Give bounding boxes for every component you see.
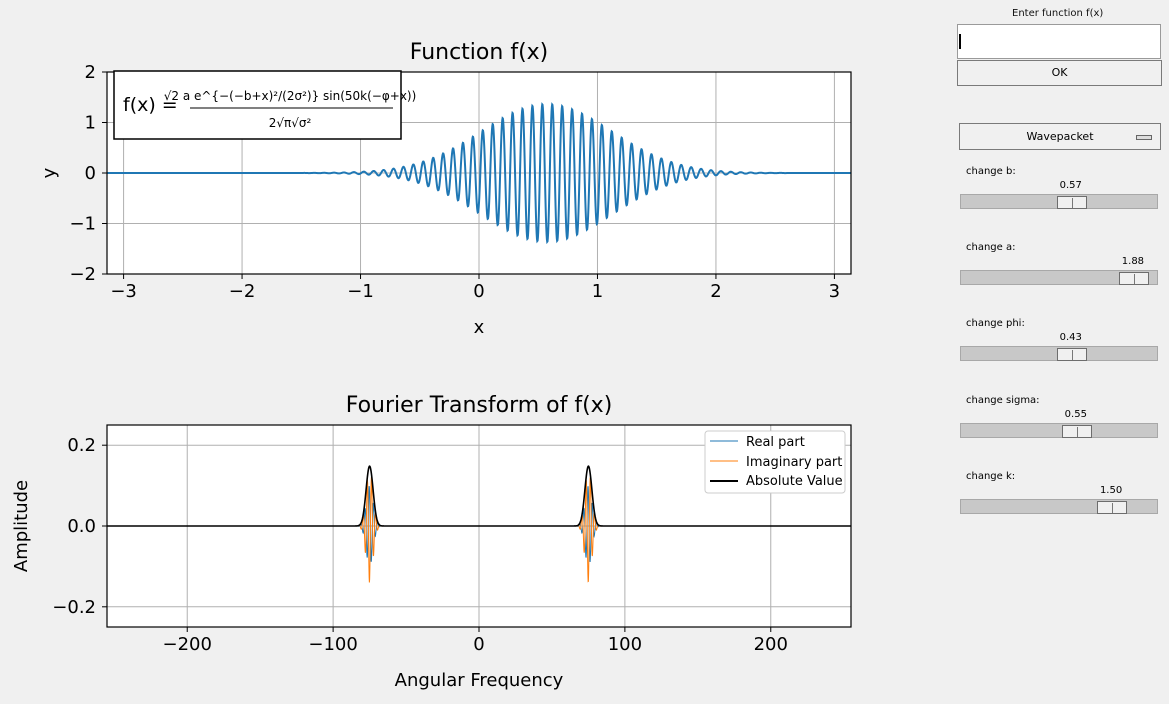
slider-b-value: 0.57 bbox=[1059, 180, 1082, 191]
slider-k-trough[interactable] bbox=[960, 499, 1158, 514]
formula-prefix: f(x) = bbox=[123, 94, 178, 116]
slider-a: change a: 1.88 bbox=[959, 242, 1159, 302]
fourier-plot-xlabel: Angular Frequency bbox=[395, 670, 564, 691]
plot-area: −3 −2 −1 0 1 2 3 2 1 0 −1 −2 Function f(x) x y f(x)… bbox=[11, 40, 852, 691]
slider-sigma-value: 0.55 bbox=[1064, 409, 1087, 420]
legend-imaginary-label: Imaginary part bbox=[746, 455, 842, 470]
fourier-plot-xtick-label: −100 bbox=[308, 634, 357, 655]
slider-k-label: change k: bbox=[966, 471, 1016, 482]
function-plot-xlabel: x bbox=[474, 317, 485, 338]
dropdown-indicator-icon bbox=[1136, 135, 1152, 140]
absolute-value-line bbox=[107, 465, 851, 527]
slider-a-thumb[interactable] bbox=[1118, 272, 1149, 285]
mode-dropdown-value: Wavepacket bbox=[1026, 130, 1094, 143]
control-panel: Enter function f(x) OK Wavepacket change… bbox=[940, 0, 1169, 700]
slider-k: change k: 1.50 bbox=[959, 471, 1159, 531]
function-plot-xtick-label: 3 bbox=[829, 281, 840, 302]
slider-phi-thumb[interactable] bbox=[1056, 348, 1087, 361]
fourier-plot-ylabel: Amplitude bbox=[11, 480, 32, 572]
fourier-plot-frame bbox=[106, 424, 852, 628]
function-plot-frame bbox=[106, 71, 852, 275]
fourier-plot-xtick-label: 100 bbox=[608, 634, 642, 655]
slider-b-label: change b: bbox=[966, 166, 1016, 177]
slider-phi-trough[interactable] bbox=[960, 346, 1158, 361]
function-line bbox=[107, 102, 851, 245]
figure-canvas: −3 −2 −1 0 1 2 3 2 1 0 −1 −2 Function f(x) x y f(x)… bbox=[11, 40, 852, 691]
function-plot-ytick-label: 0 bbox=[85, 163, 96, 184]
slider-a-trough[interactable] bbox=[960, 270, 1158, 285]
ok-button[interactable]: OK bbox=[957, 60, 1162, 86]
function-plot-ytick-label: −2 bbox=[69, 264, 96, 285]
fourier-plot-xtick-label: 0 bbox=[473, 634, 484, 655]
legend-absolute-label: Absolute Value bbox=[746, 474, 843, 489]
slider-sigma-thumb[interactable] bbox=[1061, 425, 1092, 438]
function-input[interactable] bbox=[957, 24, 1161, 59]
slider-b-trough[interactable] bbox=[960, 194, 1158, 209]
formula-denominator: 2√π√σ² bbox=[269, 116, 312, 130]
fourier-plot-title: Fourier Transform of f(x) bbox=[346, 393, 613, 418]
slider-a-label: change a: bbox=[966, 242, 1016, 253]
fourier-plot-ytick-label: 0.0 bbox=[67, 516, 96, 537]
slider-sigma-trough[interactable] bbox=[960, 423, 1158, 438]
fourier-plot-xtick-label: 200 bbox=[754, 634, 788, 655]
fourier-legend: Real part Imaginary part Absolute Value bbox=[704, 430, 846, 494]
slider-b-thumb[interactable] bbox=[1056, 196, 1087, 209]
text-caret bbox=[959, 34, 961, 49]
function-plot-xtick-label: −3 bbox=[110, 281, 137, 302]
fourier-plot: −200 −100 0 100 200 0.2 0.0 −0.2 Fourier Transf… bbox=[11, 393, 852, 691]
slider-k-value: 1.50 bbox=[1099, 485, 1123, 496]
slider-b: change b: 0.57 bbox=[959, 166, 1159, 226]
slider-sigma: change sigma: 0.55 bbox=[959, 395, 1159, 455]
slider-sigma-label: change sigma: bbox=[966, 395, 1040, 406]
fourier-plot-ytick-label: 0.2 bbox=[67, 435, 96, 456]
slider-phi: change phi: 0.43 bbox=[959, 318, 1159, 378]
slider-k-thumb[interactable] bbox=[1097, 501, 1128, 514]
function-plot-ytick-label: 1 bbox=[85, 113, 96, 134]
legend-real-label: Real part bbox=[746, 435, 805, 450]
fourier-plot-xtick-label: −200 bbox=[163, 634, 212, 655]
formula-numerator: √2 a e^{−(−b+x)²/(2σ²)} sin(50k(−φ+x)) bbox=[164, 89, 417, 103]
function-plot-ytick-label: 2 bbox=[85, 62, 96, 83]
entry-label: Enter function f(x) bbox=[1012, 8, 1104, 19]
function-plot-xtick-label: −1 bbox=[347, 281, 374, 302]
function-plot-ylabel: y bbox=[39, 167, 60, 178]
function-plot-xtick-label: −2 bbox=[229, 281, 256, 302]
function-plot-xtick-label: 0 bbox=[473, 281, 484, 302]
formula-box: f(x) = √2 a e^{−(−b+x)²/(2σ²)} sin(50k(−… bbox=[113, 70, 417, 140]
function-plot-xtick-label: 1 bbox=[592, 281, 603, 302]
function-plot-title: Function f(x) bbox=[410, 40, 549, 65]
slider-phi-label: change phi: bbox=[966, 318, 1025, 329]
slider-phi-value: 0.43 bbox=[1059, 332, 1082, 343]
function-plot-xtick-label: 2 bbox=[710, 281, 721, 302]
mode-dropdown[interactable]: Wavepacket bbox=[959, 123, 1161, 150]
slider-a-value: 1.88 bbox=[1121, 256, 1145, 267]
fourier-plot-ytick-label: −0.2 bbox=[52, 597, 96, 618]
function-plot: −3 −2 −1 0 1 2 3 2 1 0 −1 −2 Function f(x) x y f(x)… bbox=[39, 40, 852, 338]
function-plot-ytick-label: −1 bbox=[69, 214, 96, 235]
